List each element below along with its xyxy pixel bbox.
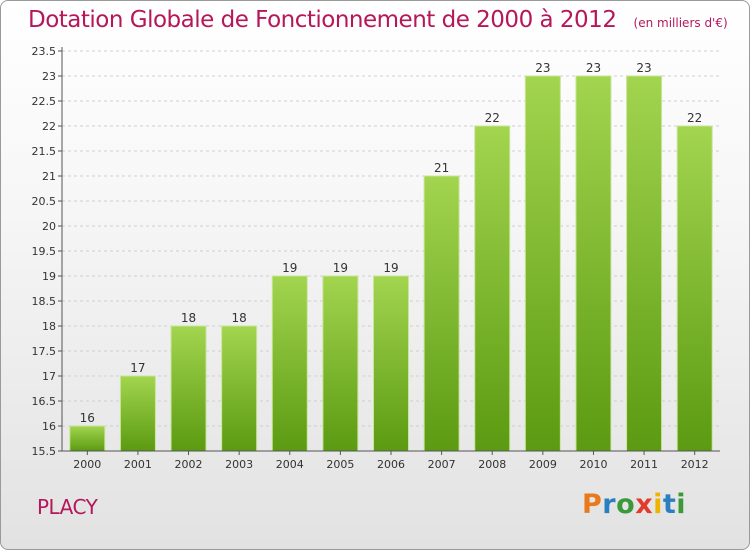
bar[interactable] bbox=[626, 75, 663, 452]
bar-value-label: 23 bbox=[535, 61, 550, 75]
x-tick-label: 2006 bbox=[377, 458, 405, 471]
proxiti-logo[interactable]: Proxiti bbox=[582, 489, 686, 520]
bar[interactable] bbox=[575, 75, 612, 452]
logo-letter: o bbox=[616, 489, 636, 520]
x-tick-label: 2008 bbox=[478, 458, 506, 471]
x-tick-label: 2005 bbox=[326, 458, 354, 471]
x-tick-label: 2012 bbox=[681, 458, 709, 471]
y-tick-label: 21 bbox=[42, 170, 56, 183]
bar[interactable] bbox=[474, 125, 511, 452]
y-tick-label: 16 bbox=[42, 420, 56, 433]
logo-letter: t bbox=[662, 489, 677, 520]
y-tick-label: 17 bbox=[42, 370, 56, 383]
bar[interactable] bbox=[170, 325, 207, 452]
x-tick-label: 2010 bbox=[579, 458, 607, 471]
bar-value-label: 19 bbox=[383, 261, 398, 275]
logo-letter: i bbox=[676, 489, 687, 520]
bar-value-label: 18 bbox=[232, 311, 247, 325]
x-tick-label: 2003 bbox=[225, 458, 253, 471]
x-tick-label: 2002 bbox=[175, 458, 203, 471]
bar[interactable] bbox=[271, 275, 308, 452]
y-tick-label: 15.5 bbox=[32, 445, 57, 458]
bar-value-label: 17 bbox=[130, 361, 145, 375]
logo-letter: P bbox=[582, 489, 603, 520]
y-tick-label: 19 bbox=[42, 270, 56, 283]
bar[interactable] bbox=[69, 425, 106, 452]
x-tick-label: 2009 bbox=[529, 458, 557, 471]
y-tick-label: 18.5 bbox=[32, 295, 57, 308]
chart-title-block: Dotation Globale de Fonctionnement de 20… bbox=[28, 7, 728, 33]
y-tick-label: 23 bbox=[42, 70, 56, 83]
y-tick-label: 17.5 bbox=[32, 345, 57, 358]
chart-title: Dotation Globale de Fonctionnement de 20… bbox=[28, 7, 617, 33]
logo-letter: x bbox=[635, 489, 654, 520]
logo-letter: i bbox=[653, 489, 663, 520]
bar[interactable] bbox=[119, 375, 156, 452]
y-tick-label: 18 bbox=[42, 320, 56, 333]
bar-value-label: 21 bbox=[434, 161, 449, 175]
bar-value-label: 19 bbox=[333, 261, 348, 275]
x-tick-label: 2007 bbox=[428, 458, 456, 471]
bar-value-label: 22 bbox=[687, 111, 702, 125]
bar-value-label: 22 bbox=[485, 111, 500, 125]
y-tick-label: 20 bbox=[42, 220, 56, 233]
y-tick-label: 21.5 bbox=[32, 145, 57, 158]
commune-name: PLACY bbox=[37, 495, 98, 519]
x-tick-label: 2001 bbox=[124, 458, 152, 471]
y-tick-label: 16.5 bbox=[32, 395, 57, 408]
bar[interactable] bbox=[322, 275, 359, 452]
bar-value-label: 18 bbox=[181, 311, 196, 325]
x-tick-label: 2004 bbox=[276, 458, 304, 471]
bar[interactable] bbox=[221, 325, 258, 452]
bar-value-label: 23 bbox=[636, 61, 651, 75]
y-tick-label: 22 bbox=[42, 120, 56, 133]
bar[interactable] bbox=[373, 275, 409, 452]
chart-subtitle: (en milliers d'€) bbox=[633, 16, 728, 30]
bar-value-label: 19 bbox=[282, 261, 297, 275]
bar-value-label: 16 bbox=[80, 411, 95, 425]
x-tick-label: 2000 bbox=[73, 458, 101, 471]
bar-value-label: 23 bbox=[586, 61, 601, 75]
bar[interactable] bbox=[676, 125, 713, 452]
y-tick-label: 19.5 bbox=[32, 245, 57, 258]
y-tick-label: 20.5 bbox=[32, 195, 57, 208]
bar[interactable] bbox=[524, 75, 561, 452]
y-tick-label: 23.5 bbox=[32, 45, 57, 58]
y-tick-label: 22.5 bbox=[32, 95, 57, 108]
logo-letter: r bbox=[602, 489, 617, 520]
bar[interactable] bbox=[423, 175, 460, 452]
x-tick-label: 2011 bbox=[630, 458, 658, 471]
